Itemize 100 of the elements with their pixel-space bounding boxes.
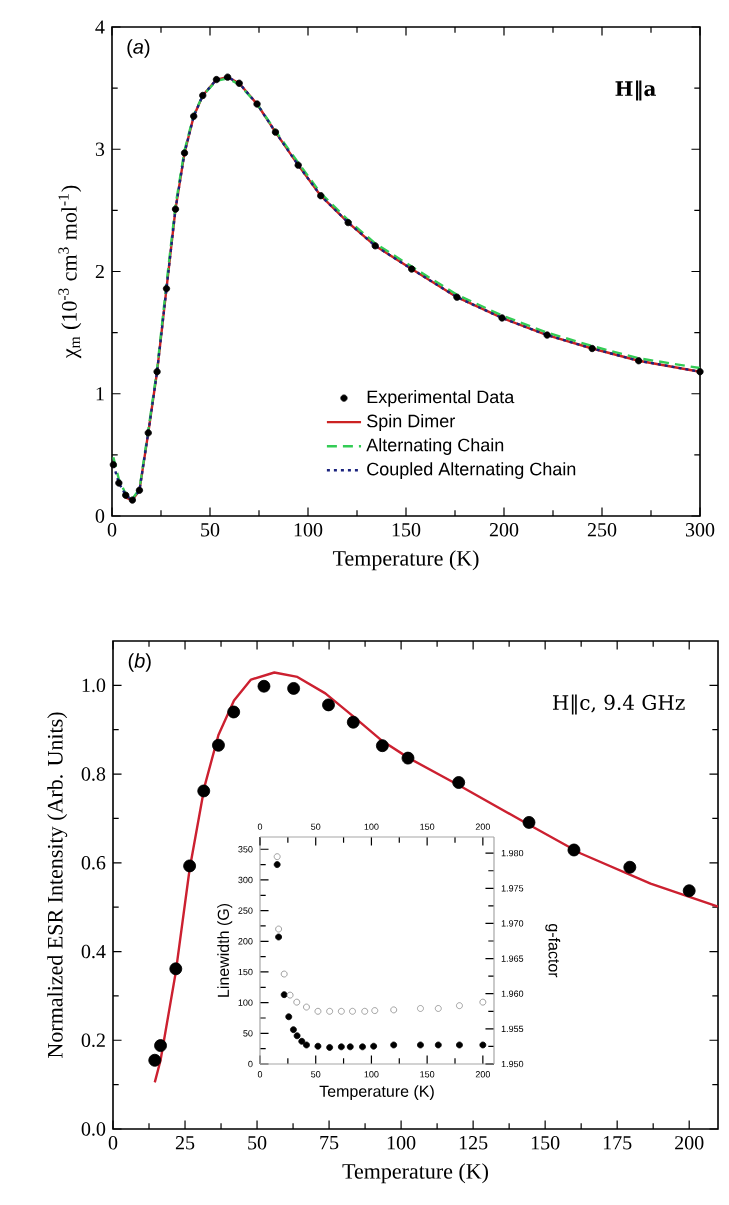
point xyxy=(456,1002,463,1010)
y-tick-label: 0.8 xyxy=(81,767,106,781)
y-tick-label: 0.2 xyxy=(81,1033,105,1048)
x-tick-label: 200 xyxy=(489,523,519,537)
point xyxy=(361,1007,369,1015)
y2-tick-label: 1.980 xyxy=(501,849,524,857)
point xyxy=(171,205,180,213)
x2-tick-label: 100 xyxy=(364,823,379,830)
point xyxy=(122,491,130,499)
y-axis-title: Linewidth (G) xyxy=(217,903,233,997)
y-tick-label: 0.6 xyxy=(81,856,106,870)
x-tick-label: 0 xyxy=(257,1071,263,1078)
annotation: H‖a xyxy=(615,80,656,101)
legend-label: Alternating Chain xyxy=(366,438,504,455)
legend-label: Spin Dimer xyxy=(367,414,455,431)
x-tick-label: 75 xyxy=(320,1136,339,1150)
point xyxy=(417,1041,424,1049)
x-axis-title: Temperature (K) xyxy=(319,1085,434,1101)
x-tick-label: 150 xyxy=(392,523,421,537)
point xyxy=(326,1044,334,1051)
y-tick-label: 1 xyxy=(96,387,104,401)
x-tick-label: 300 xyxy=(685,523,715,537)
legend-label: Experimental Data xyxy=(367,390,515,407)
x-tick-label: 50 xyxy=(311,1071,321,1078)
point xyxy=(257,679,271,693)
point xyxy=(298,1037,306,1045)
x-tick-label: 125 xyxy=(459,1136,488,1150)
point xyxy=(337,1043,345,1051)
point xyxy=(293,1032,301,1040)
point xyxy=(322,698,335,712)
x-tick-label: 175 xyxy=(603,1136,632,1150)
x-tick-label: 50 xyxy=(201,523,220,537)
x-tick-label: 150 xyxy=(420,1071,435,1078)
point xyxy=(346,715,360,729)
point xyxy=(280,970,288,978)
x2-tick-label: 0 xyxy=(257,823,263,830)
point xyxy=(275,933,283,941)
point xyxy=(303,1041,310,1049)
y-tick-label: 1.0 xyxy=(82,678,106,693)
point xyxy=(287,682,301,695)
point xyxy=(417,1005,424,1012)
x-tick-label: 150 xyxy=(531,1136,560,1150)
y2-tick-label: 1.970 xyxy=(501,920,524,927)
x-tick-label: 25 xyxy=(175,1136,195,1150)
annotation: (a) xyxy=(127,39,150,58)
y2-tick-label: 1.960 xyxy=(501,990,524,997)
y-tick-label: 250 xyxy=(238,907,253,914)
point xyxy=(148,1053,162,1067)
point xyxy=(224,73,232,81)
point xyxy=(359,1043,366,1051)
point xyxy=(452,776,466,789)
point xyxy=(408,265,416,273)
y-tick-label: 200 xyxy=(238,938,253,945)
y-tick-label: 4 xyxy=(95,20,105,34)
point xyxy=(197,784,211,798)
point xyxy=(162,285,171,293)
y-tick-label: 0 xyxy=(248,1060,253,1068)
y2-tick-label: 1.950 xyxy=(501,1060,524,1068)
y-tick-label: 350 xyxy=(238,846,253,853)
y-axis-title: Normalized ESR Intensity (Arb. Units) xyxy=(47,712,68,1058)
x-tick-label: 200 xyxy=(675,1136,704,1150)
point xyxy=(390,1041,398,1049)
point xyxy=(190,112,198,120)
point xyxy=(588,344,596,353)
point xyxy=(326,1007,334,1015)
point xyxy=(290,1026,297,1034)
y-tick-label: 300 xyxy=(238,876,253,884)
x-axis-title: Temperature (K) xyxy=(332,550,479,571)
x-tick-label: 0 xyxy=(107,523,117,537)
point xyxy=(153,368,161,376)
x-tick-label: 100 xyxy=(294,523,323,537)
point xyxy=(285,1013,293,1021)
point xyxy=(314,1042,322,1050)
point xyxy=(128,496,136,504)
point xyxy=(337,1007,345,1015)
point xyxy=(498,314,506,322)
y-tick-label: 3 xyxy=(95,142,105,156)
point xyxy=(349,1007,356,1015)
point xyxy=(227,705,241,719)
point xyxy=(479,1041,487,1049)
point xyxy=(370,1042,378,1050)
x2-tick-label: 50 xyxy=(311,823,321,830)
point xyxy=(567,843,581,857)
point xyxy=(212,75,221,84)
point xyxy=(543,331,551,339)
x-tick-label: 200 xyxy=(475,1071,490,1078)
x-tick-label: 100 xyxy=(364,1071,379,1078)
point xyxy=(371,1007,379,1014)
point xyxy=(682,884,696,898)
point xyxy=(375,739,389,753)
annotation: (b) xyxy=(128,653,151,672)
y2-tick-label: 1.975 xyxy=(501,885,524,892)
point xyxy=(199,91,207,100)
point xyxy=(317,192,325,200)
point xyxy=(346,1043,354,1051)
point xyxy=(235,79,243,87)
point xyxy=(154,1039,167,1052)
point xyxy=(522,816,536,829)
point xyxy=(115,479,123,487)
x-tick-label: 100 xyxy=(387,1136,416,1150)
